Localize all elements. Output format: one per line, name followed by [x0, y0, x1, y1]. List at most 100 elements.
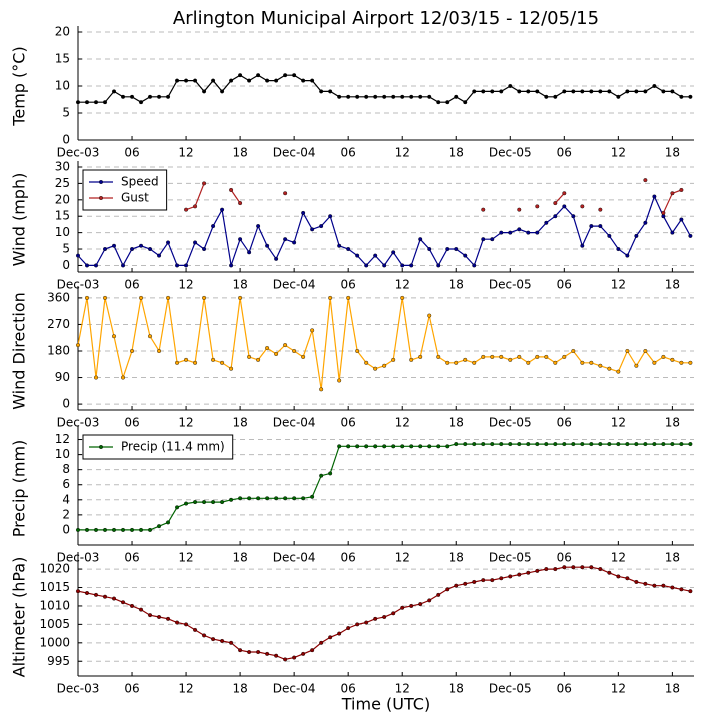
data-point	[193, 78, 198, 83]
data-point	[625, 349, 630, 354]
y-axis-label: Wind (mph)	[10, 173, 29, 267]
data-point	[211, 357, 216, 362]
x-axis-label: Time (UTC)	[341, 695, 430, 714]
data-point	[382, 444, 387, 449]
data-point	[661, 210, 666, 215]
data-point	[553, 360, 558, 365]
data-point	[589, 89, 594, 94]
data-point	[301, 78, 306, 83]
data-point	[481, 578, 486, 583]
data-point	[553, 94, 558, 99]
data-point	[679, 187, 684, 192]
data-point	[490, 89, 495, 94]
data-point	[175, 505, 180, 510]
data-point	[292, 349, 297, 354]
data-point	[643, 178, 648, 183]
data-point	[508, 442, 513, 447]
data-point	[310, 328, 315, 333]
data-point	[652, 360, 657, 365]
data-point	[229, 497, 234, 502]
x-tick-label: Dec-05	[489, 682, 532, 696]
data-point	[409, 94, 414, 99]
y-axis-label: Temp (°C)	[10, 46, 29, 126]
x-tick-label: 06	[557, 416, 572, 430]
data-point	[373, 616, 378, 621]
data-point	[562, 89, 567, 94]
data-point	[418, 94, 423, 99]
y-tick-label: 4	[62, 492, 70, 506]
data-point	[634, 89, 639, 94]
data-point	[562, 442, 567, 447]
data-point	[508, 574, 513, 579]
data-point	[310, 78, 315, 83]
series-line	[185, 183, 682, 214]
data-point	[562, 191, 567, 196]
data-point	[445, 444, 450, 449]
data-point	[130, 603, 135, 608]
data-point	[85, 591, 90, 596]
legend: Precip (11.4 mm)	[82, 434, 234, 460]
data-point	[688, 233, 693, 238]
data-point	[616, 574, 621, 579]
data-point	[454, 442, 459, 447]
data-point	[454, 247, 459, 252]
data-point	[544, 94, 549, 99]
data-point	[535, 442, 540, 447]
data-point	[427, 313, 432, 318]
data-point	[670, 230, 675, 235]
data-point	[211, 637, 216, 642]
legend-marker	[98, 195, 103, 200]
data-point	[310, 227, 315, 232]
x-tick-label: 06	[124, 416, 139, 430]
data-point	[535, 230, 540, 235]
data-point	[625, 576, 630, 581]
data-point	[148, 613, 153, 618]
data-point	[661, 214, 666, 219]
data-point	[202, 500, 207, 505]
data-point	[346, 626, 351, 631]
data-point	[643, 220, 648, 225]
data-point	[490, 237, 495, 242]
data-point	[688, 360, 693, 365]
data-point	[328, 214, 333, 219]
data-point	[445, 100, 450, 105]
x-tick-label: 18	[232, 278, 247, 292]
x-tick-label: 06	[557, 278, 572, 292]
data-point	[85, 263, 90, 268]
data-point	[481, 237, 486, 242]
data-point	[193, 500, 198, 505]
data-point	[499, 442, 504, 447]
data-point	[535, 354, 540, 359]
data-point	[409, 263, 414, 268]
x-tick-label: 12	[395, 146, 410, 160]
data-point	[355, 349, 360, 354]
data-point	[418, 354, 423, 359]
x-tick-label: 18	[232, 146, 247, 160]
data-point	[580, 204, 585, 209]
data-point	[598, 363, 603, 368]
data-point	[679, 587, 684, 592]
data-point	[643, 442, 648, 447]
data-point	[85, 527, 90, 532]
data-point	[607, 570, 612, 575]
chart-title: Arlington Municipal Airport 12/03/15 - 1…	[173, 8, 599, 29]
data-point	[490, 578, 495, 583]
data-point	[517, 89, 522, 94]
y-tick-label: 995	[47, 654, 70, 668]
data-point	[598, 567, 603, 572]
data-point	[94, 263, 99, 268]
data-point	[526, 360, 531, 365]
data-point	[490, 354, 495, 359]
data-point	[382, 94, 387, 99]
data-point	[184, 78, 189, 83]
data-point	[175, 620, 180, 625]
data-point	[75, 343, 80, 348]
data-point	[535, 568, 540, 573]
data-point	[571, 89, 576, 94]
x-tick-label: 06	[124, 551, 139, 565]
data-point	[670, 89, 675, 94]
data-point	[310, 648, 315, 653]
data-point	[445, 247, 450, 252]
data-point	[256, 650, 261, 655]
x-tick-label: 18	[232, 416, 247, 430]
